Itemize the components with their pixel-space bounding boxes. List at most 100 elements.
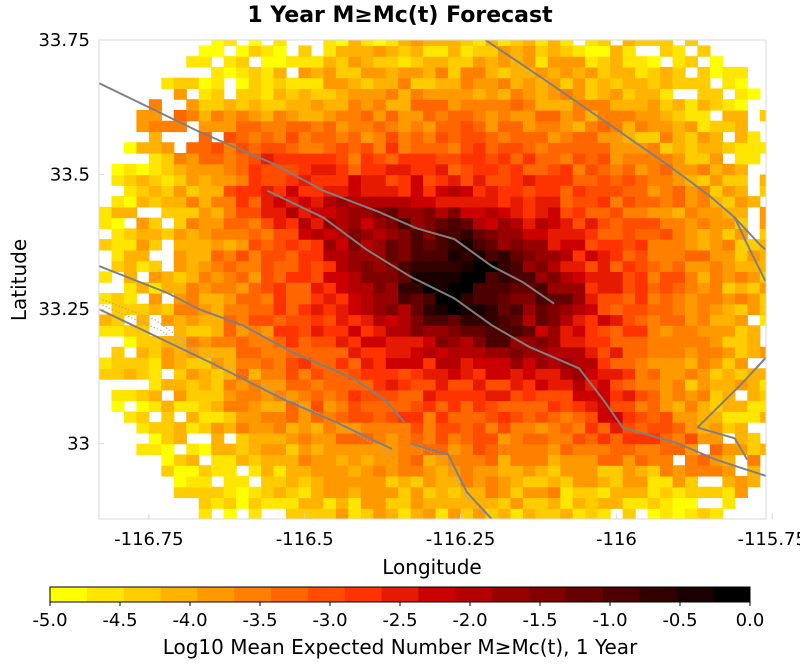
heatmap-cell: [572, 120, 586, 133]
heatmap-cell: [722, 465, 736, 477]
heatmap-cell: [298, 77, 312, 90]
heatmap-cell: [610, 196, 624, 208]
heatmap-cell: [223, 389, 237, 402]
heatmap-cell: [360, 45, 374, 57]
heatmap-cell: [560, 432, 574, 445]
heatmap-cell: [423, 99, 437, 111]
heatmap-cell: [535, 40, 549, 46]
heatmap-cell: [99, 206, 113, 219]
heatmap-cell: [410, 400, 424, 412]
heatmap-cell: [622, 99, 636, 111]
heatmap-cell: [448, 368, 462, 380]
heatmap-cell: [660, 196, 674, 208]
heatmap-cell: [310, 325, 325, 337]
heatmap-cell: [310, 303, 325, 316]
heatmap-cell: [261, 174, 275, 186]
heatmap-cell: [535, 303, 549, 316]
heatmap-cell: [423, 454, 437, 466]
heatmap-cell: [560, 239, 574, 251]
heatmap-cell: [697, 206, 711, 219]
heatmap-cell: [448, 411, 462, 423]
heatmap-cell: [99, 239, 113, 251]
y-axis-label: Latitude: [7, 239, 31, 321]
heatmap-cell: [410, 88, 424, 100]
heatmap-cell: [261, 475, 275, 488]
heatmap-cell: [111, 292, 125, 305]
heatmap-cell: [647, 379, 661, 391]
heatmap-cell: [547, 400, 561, 412]
heatmap-cell: [211, 282, 225, 294]
heatmap-cell: [385, 465, 399, 477]
heatmap-cell: [360, 486, 374, 499]
heatmap-cell: [398, 282, 412, 294]
heatmap-cell: [547, 422, 561, 434]
heatmap-cell: [622, 411, 636, 423]
heatmap-cell: [136, 196, 150, 208]
heatmap-cell: [198, 260, 212, 273]
heatmap-cell: [186, 336, 200, 348]
heatmap-cell: [111, 239, 125, 251]
heatmap-cell: [560, 77, 574, 90]
heatmap-cell: [485, 336, 499, 348]
heatmap-cell: [173, 217, 187, 229]
heatmap-cell: [597, 217, 611, 229]
heatmap-cell: [373, 454, 387, 466]
heatmap-cell: [473, 271, 487, 283]
heatmap-cell: [647, 314, 661, 326]
heatmap-cell: [635, 260, 649, 273]
heatmap-cell: [198, 174, 212, 186]
heatmap-cell: [310, 217, 325, 229]
colorbar-tick-label: -1.5: [522, 610, 557, 631]
heatmap-cell: [223, 497, 237, 509]
heatmap-cell: [298, 163, 312, 176]
heatmap-cell: [572, 142, 586, 154]
heatmap-cell: [335, 249, 349, 262]
heatmap-cell: [211, 206, 225, 219]
heatmap-cell: [485, 196, 499, 208]
heatmap-cell: [136, 443, 150, 456]
heatmap-cell: [535, 475, 549, 488]
heatmap-cell: [161, 228, 175, 240]
heatmap-cell: [560, 163, 574, 176]
colorbar-tick-label: -2.0: [452, 610, 487, 631]
heatmap-cell: [385, 196, 399, 208]
heatmap-cell: [410, 475, 424, 488]
heatmap-cell: [273, 66, 287, 79]
heatmap-cell: [610, 282, 624, 294]
heatmap-cell: [398, 411, 412, 423]
heatmap-cell: [485, 465, 499, 477]
heatmap-cell: [622, 303, 636, 316]
heatmap-cell: [697, 77, 711, 90]
heatmap-cell: [473, 368, 487, 380]
heatmap-cell: [211, 142, 225, 154]
heatmap-cell: [709, 292, 723, 305]
heatmap-cell: [273, 249, 287, 262]
heatmap-cell: [410, 346, 424, 359]
heatmap-cell: [560, 45, 574, 57]
heatmap-cell: [198, 45, 212, 57]
heatmap-cell: [547, 260, 561, 273]
heatmap-cell: [610, 368, 624, 380]
heatmap-cell: [547, 99, 561, 111]
fault-line: [99, 308, 393, 450]
heatmap-cell: [709, 120, 723, 133]
heatmap-cell: [572, 163, 586, 176]
heatmap-cell: [286, 239, 300, 251]
heatmap-cell: [697, 260, 711, 273]
heatmap-cell: [497, 400, 512, 412]
heatmap-cell: [410, 153, 424, 165]
heatmap-cell: [261, 206, 275, 219]
heatmap-cell: [136, 346, 150, 359]
heatmap-cell: [585, 77, 599, 90]
heatmap-cell: [647, 206, 661, 219]
heatmap-cell: [223, 508, 237, 519]
heatmap-cell: [560, 282, 574, 294]
heatmap-cell: [248, 336, 262, 348]
heatmap-cell: [597, 56, 611, 68]
heatmap-cell: [759, 206, 766, 219]
heatmap-cell: [597, 88, 611, 100]
heatmap-cell: [684, 260, 699, 273]
heatmap-cell: [684, 163, 699, 176]
heatmap-cell: [410, 432, 424, 445]
heatmap-cell: [473, 77, 487, 90]
